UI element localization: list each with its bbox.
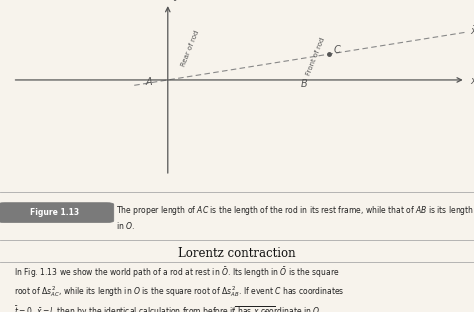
Text: Lorentz contraction: Lorentz contraction — [178, 246, 296, 260]
Text: Front of rod: Front of rod — [306, 37, 326, 76]
FancyBboxPatch shape — [0, 203, 114, 222]
Text: The proper length of $\mathit{AC}$ is the length of the rod in its rest frame, w: The proper length of $\mathit{AC}$ is th… — [116, 204, 474, 232]
Text: $C$: $C$ — [333, 42, 342, 55]
Text: $\bar{x}$: $\bar{x}$ — [470, 26, 474, 37]
Text: $B$: $B$ — [300, 77, 308, 89]
Text: In Fig. 1.13 we show the world path of a rod at rest in $\bar{O}$. Its length in: In Fig. 1.13 we show the world path of a… — [14, 265, 345, 312]
Text: $x$: $x$ — [470, 76, 474, 86]
Text: $A$: $A$ — [145, 75, 153, 87]
Text: $x_C = l/\sqrt{(1 - v^2)}$,: $x_C = l/\sqrt{(1 - v^2)}$, — [197, 305, 277, 312]
Text: Figure 1.13: Figure 1.13 — [30, 208, 79, 217]
Text: $t$: $t$ — [172, 0, 178, 3]
Text: Rear of rod: Rear of rod — [180, 30, 200, 67]
